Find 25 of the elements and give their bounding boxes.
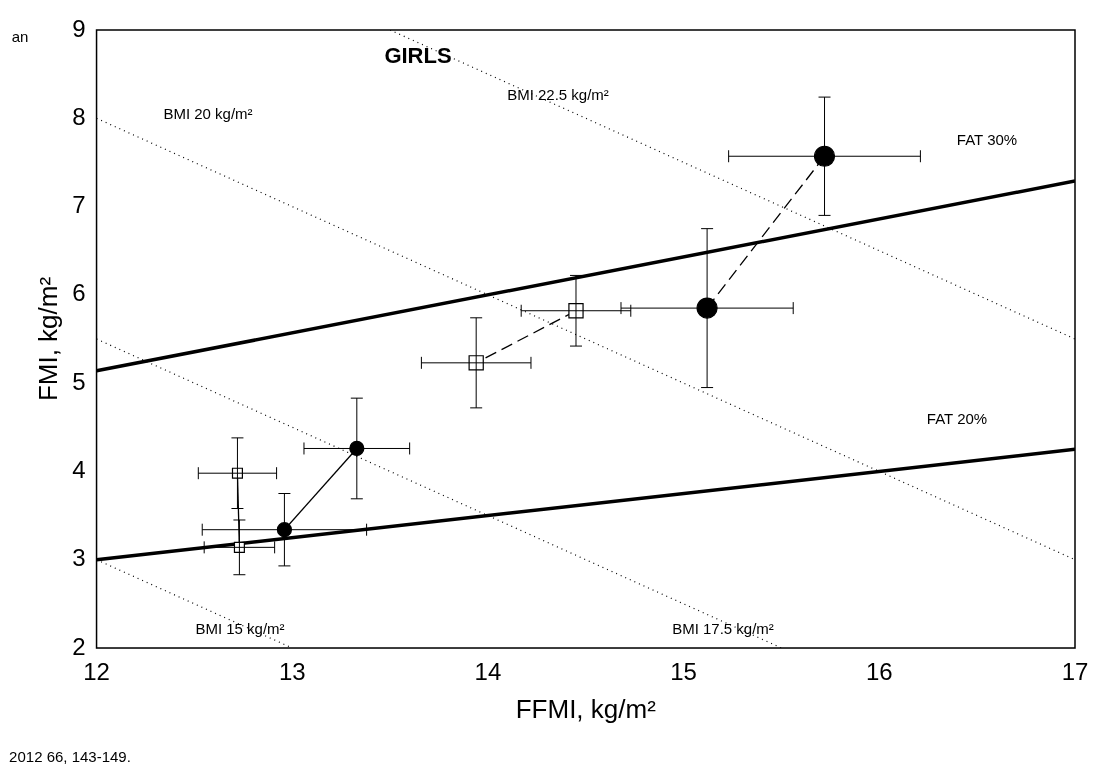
y-tick-label: 3 [72, 544, 86, 572]
x-tick-label: 16 [865, 658, 893, 686]
x-tick-label: 14 [474, 658, 502, 686]
y-tick-label: 7 [72, 191, 86, 219]
y-tick-label: 9 [72, 14, 86, 42]
x-tick-label: 13 [278, 658, 306, 686]
annotation: GIRLS [384, 43, 452, 69]
x-axis-title: FFMI, kg/m² [515, 693, 657, 724]
annotation: FAT 20% [926, 409, 988, 427]
annotation: BMI 22.5 kg/m² [507, 85, 609, 103]
y-tick-label: 8 [72, 102, 86, 130]
annotation: BMI 20 kg/m² [163, 104, 253, 122]
x-tick-label: 17 [1061, 658, 1089, 686]
y-tick-label: 4 [72, 456, 86, 484]
text: 2012 66, 143-149. [9, 747, 131, 765]
annotation: BMI 17.5 kg/m² [672, 619, 774, 637]
annotation: FAT 30% [956, 130, 1018, 148]
y-axis-title: FMI, kg/m² [32, 276, 63, 402]
y-tick-label: 5 [72, 367, 86, 395]
y-tick-label: 2 [72, 632, 86, 660]
y-tick-label: 6 [72, 279, 86, 307]
x-tick-label: 15 [670, 658, 697, 686]
x-tick-label: 12 [83, 658, 110, 686]
annotation: BMI 15 kg/m² [195, 619, 285, 637]
text: an [11, 27, 29, 45]
